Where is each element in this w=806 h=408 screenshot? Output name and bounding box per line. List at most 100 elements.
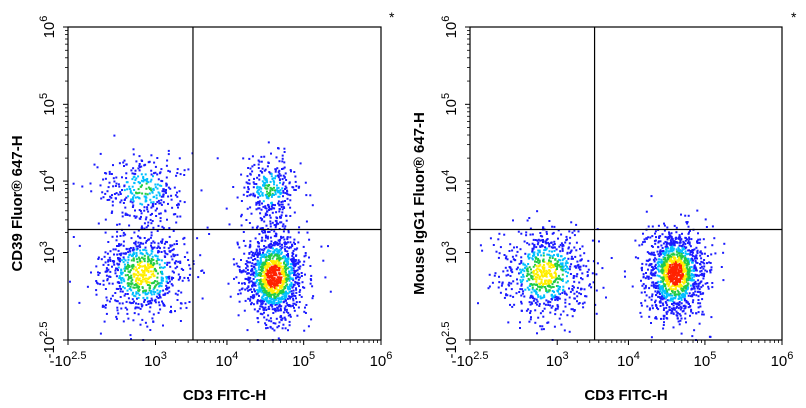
event-dot <box>704 218 707 221</box>
event-dot <box>662 327 665 330</box>
event-dot <box>266 210 269 213</box>
event-dot <box>148 289 151 292</box>
event-dot <box>567 246 570 249</box>
event-dot <box>128 214 131 217</box>
event-dot <box>586 271 589 273</box>
event-dot <box>128 185 131 188</box>
event-dot <box>247 186 250 189</box>
event-dot <box>158 212 161 215</box>
event-dot <box>569 290 572 293</box>
event-dot <box>149 300 152 302</box>
event-dot <box>266 181 269 184</box>
event-dot <box>536 300 539 303</box>
event-dot <box>277 309 280 312</box>
event-dot <box>680 284 683 287</box>
event-dot <box>246 175 249 178</box>
event-dot <box>685 278 688 281</box>
event-dot <box>652 251 655 254</box>
event-dot <box>146 293 149 296</box>
event-dot <box>650 271 653 274</box>
event-dot <box>183 201 186 204</box>
event-dot <box>282 293 285 296</box>
event-dot <box>660 287 663 290</box>
event-dot <box>266 287 269 290</box>
event-dot <box>267 308 270 310</box>
event-dot <box>309 194 312 197</box>
event-dot <box>155 269 157 272</box>
event-dot <box>135 252 138 255</box>
event-dot <box>172 213 175 216</box>
event-dot <box>535 264 538 267</box>
event-dot <box>290 266 293 269</box>
event-dot <box>275 259 278 262</box>
event-dot <box>548 261 550 264</box>
event-dot <box>248 182 251 185</box>
event-dot <box>152 320 155 323</box>
event-dot <box>163 190 166 193</box>
y-axis-label: CD39 Fluor® 647-H <box>9 135 26 271</box>
event-dot <box>133 181 136 184</box>
event-dot <box>122 234 125 237</box>
event-dot <box>691 335 694 338</box>
event-dot <box>564 292 566 295</box>
event-dot <box>163 293 166 296</box>
event-dot <box>119 235 122 237</box>
event-dot <box>279 258 282 261</box>
event-dot <box>669 298 672 301</box>
event-dot <box>144 241 147 244</box>
event-dot <box>686 222 689 225</box>
event-dot <box>237 314 240 317</box>
event-dot <box>650 273 653 276</box>
event-dot <box>143 272 146 275</box>
event-dot <box>670 257 672 260</box>
event-dot <box>301 281 304 284</box>
event-dot <box>678 249 681 252</box>
event-dot <box>132 259 135 262</box>
event-dot <box>655 236 657 239</box>
event-dot <box>277 305 280 308</box>
event-dot <box>561 292 564 294</box>
event-dot <box>268 276 271 279</box>
event-dot <box>648 287 651 290</box>
event-dot <box>267 204 270 206</box>
event-dot <box>690 266 693 268</box>
event-dot <box>166 159 169 162</box>
event-dot <box>251 155 254 158</box>
event-dot <box>258 253 261 256</box>
event-dot <box>670 245 673 248</box>
event-dot <box>169 170 171 173</box>
event-dot <box>681 285 684 288</box>
event-dot <box>567 257 570 260</box>
event-dot <box>229 295 232 298</box>
event-dot <box>167 153 170 156</box>
event-dot <box>706 270 708 273</box>
event-dot <box>650 251 653 254</box>
event-dot <box>556 260 559 263</box>
event-dot <box>671 260 674 262</box>
event-dot <box>701 298 704 301</box>
event-dot <box>537 238 540 241</box>
event-dot <box>203 271 205 274</box>
event-dot <box>671 298 674 301</box>
event-dot <box>273 298 276 301</box>
event-dot <box>123 269 126 272</box>
event-dot <box>133 231 136 234</box>
event-dot <box>683 241 686 244</box>
event-dot <box>684 256 687 259</box>
y-tick-exponent: 5 <box>440 93 452 99</box>
event-dot <box>97 271 99 274</box>
event-dot <box>568 303 571 306</box>
event-dot <box>661 302 664 305</box>
event-dot <box>669 239 672 242</box>
event-dot <box>565 281 568 284</box>
event-dot <box>262 181 265 184</box>
event-dot <box>267 288 270 291</box>
event-dot <box>268 207 271 210</box>
event-dot <box>271 303 274 306</box>
event-dot <box>292 302 295 305</box>
event-dot <box>140 274 143 277</box>
event-dot <box>262 231 265 234</box>
event-dot <box>251 267 254 270</box>
event-dot <box>116 235 118 238</box>
event-dot <box>115 287 118 290</box>
